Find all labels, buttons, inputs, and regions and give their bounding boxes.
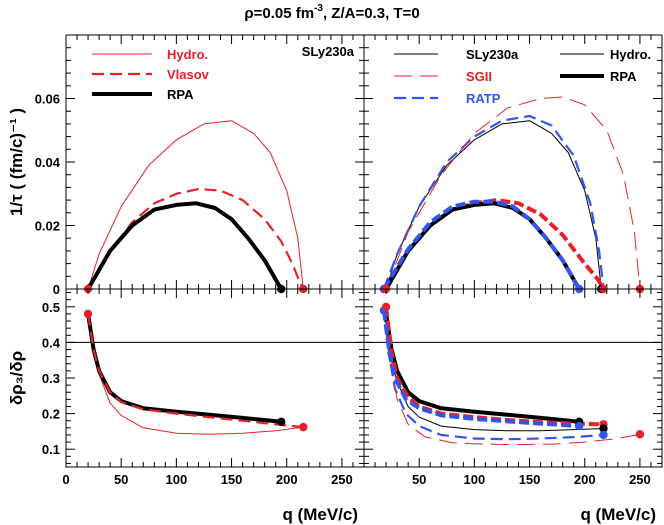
series-rpa — [86, 201, 283, 291]
series-rpa — [86, 313, 282, 424]
panel-bottom_left: 0.1 0.2 0.3 0.4 0.5 0 50 100 150 200 250 q (MeV/c) δ… — [7, 288, 365, 524]
series-ratp-rpa — [381, 310, 580, 429]
x-tick-label: 50 — [114, 472, 128, 487]
panel-frame — [65, 288, 365, 468]
x-tick-label: 100 — [464, 472, 486, 487]
data-point-marker — [599, 424, 608, 433]
panel-top_right: SLy230a Hydro. SGII RPA RATP — [363, 34, 663, 294]
x-tick-label: 150 — [221, 472, 243, 487]
data-point-marker — [299, 422, 308, 432]
legend-label: Hydro. — [610, 47, 651, 62]
data-point-marker — [277, 417, 286, 426]
y-tick-label: 0.1 — [42, 442, 60, 457]
y-tick-label: 0.2 — [42, 407, 60, 422]
x-tick-label: 200 — [574, 472, 596, 487]
y-tick-label: 0.5 — [42, 300, 60, 315]
x-tick-label: 250 — [629, 472, 651, 487]
series-hydro- — [87, 120, 304, 290]
series-vlasov — [87, 187, 305, 290]
panel-frame — [363, 288, 663, 468]
legend-label: RATP — [466, 91, 501, 106]
legend-label: SGII — [466, 69, 492, 84]
series-sgii-hydro- — [385, 96, 641, 290]
legend-label: Vlasov — [167, 67, 210, 82]
legend-label: Hydro. — [167, 47, 208, 62]
figure-title: ρ=0.05 fm-3, Z/A=0.3, T=0 — [244, 3, 419, 22]
panel-top_left: 0 0.02 0.04 0.06 1/τ ( (fm/c)⁻¹ ) SLy230a Hydr… — [7, 34, 365, 297]
series-sly230a-rpa — [384, 313, 580, 424]
plot-layer: 0 0.02 0.04 0.06 1/τ ( (fm/c)⁻¹ ) SLy230a Hydr… — [7, 34, 663, 524]
data-point-marker — [599, 430, 608, 440]
x-tick-label: 0 — [62, 472, 69, 487]
x-axis-label: q (MeV/c) — [580, 505, 656, 524]
series-ratp-hydro- — [382, 114, 605, 290]
data-point-marker — [635, 430, 645, 439]
legend-label: RPA — [167, 87, 194, 102]
y-tick-label: 0.02 — [35, 219, 60, 234]
y-tick-label: 0 — [53, 282, 60, 297]
data-point-marker — [83, 309, 93, 319]
x-axis-label: q (MeV/c) — [282, 505, 358, 524]
series-ratp-rpa — [382, 199, 581, 291]
data-point-marker — [381, 302, 391, 311]
legend-label: SLy230a — [466, 47, 519, 62]
y-tick-label: 0.04 — [35, 155, 61, 170]
x-tick-label: 50 — [412, 472, 426, 487]
y-tick-label: 0.3 — [42, 371, 60, 386]
series-sgii-hydro- — [385, 306, 640, 446]
x-tick-label: 150 — [519, 472, 541, 487]
series-ratp-hydro- — [382, 310, 604, 441]
data-point-marker — [575, 421, 584, 431]
y-tick-label: 0.4 — [42, 335, 61, 350]
panel-bottom_right: 50 100 150 200 250 q (MeV/c) — [363, 288, 663, 524]
y-axis-label: 1/τ ( (fm/c)⁻¹ ) — [7, 108, 26, 216]
y-axis-label: δρ₃/δρ — [7, 351, 26, 405]
x-tick-label: 250 — [331, 472, 353, 487]
legend-label: RPA — [610, 69, 637, 84]
series-vlasov — [87, 313, 304, 429]
x-tick-label: 200 — [276, 472, 298, 487]
x-tick-label: 100 — [166, 472, 188, 487]
y-tick-label: 0.06 — [35, 92, 60, 107]
panel-label: SLy230a — [302, 44, 355, 59]
